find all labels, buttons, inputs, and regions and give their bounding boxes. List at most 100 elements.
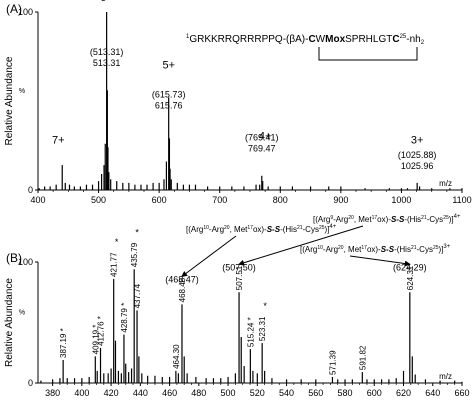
ion-superscript: 25 <box>319 225 325 231</box>
ion-superscript: 9 <box>330 215 333 221</box>
ion-superscript: 25 <box>433 245 439 251</box>
ion-superscript: 17 <box>372 215 378 221</box>
ion-superscript: 21 <box>421 215 427 221</box>
peak-mz-label: 624.31 <box>406 265 415 290</box>
disulfide-label: S-S <box>391 215 405 224</box>
sequence-superscript: 25 <box>400 34 407 40</box>
x-tick-label: 640 <box>425 388 440 398</box>
x-tick-label: 900 <box>333 195 348 205</box>
peak-star-marker: * <box>115 237 119 247</box>
y-tick-label: 100 <box>18 257 33 267</box>
ion-superscript: 20 <box>338 245 344 251</box>
x-tick-label: 620 <box>396 388 411 398</box>
ion-annotation: [(Arg9-Arg20, Met17ox)-S-S-(His21-Cys25)… <box>313 214 461 224</box>
ion-text: , Met <box>354 215 373 224</box>
sequence-text: GRKKRRQRRRPPQ-(βA)- <box>189 34 308 45</box>
disulfide-label: S-S <box>381 245 395 254</box>
ion-superscript: 20 <box>224 225 230 231</box>
peak-mz-label: 387.19 * <box>59 328 68 358</box>
charge-state-label: 4+ <box>259 131 272 143</box>
x-tick-label: 1100 <box>452 195 471 205</box>
x-tick-label: 580 <box>338 388 353 398</box>
x-tick-label: 1000 <box>391 195 411 205</box>
observed-mz-label: 769.47 <box>248 143 276 153</box>
peak-mz-label: 515.24 * <box>246 317 255 347</box>
ion-text: )] <box>325 225 330 234</box>
ion-superscript: 17 <box>361 245 367 251</box>
x-axis-title: m/z <box>439 179 452 188</box>
peptide-sequence: 1GRKKRRQRRRPPQ-(βA)-CWMoxSPRHLGTC25-nh2 <box>186 34 425 46</box>
ion-annotation: [(Arg10-Arg20, Met17ox)-S-S-(His21-Cys25… <box>300 244 451 254</box>
ion-text: ox)- <box>253 225 267 234</box>
peak-mz-label: 435.79 <box>130 242 139 267</box>
ion-text: [(Arg <box>300 245 317 254</box>
y-unit-label: % <box>19 310 25 317</box>
peak-mz-label: 428.79 * <box>120 303 129 333</box>
ion-superscript: 17 <box>247 225 253 231</box>
x-tick-label: 400 <box>74 388 89 398</box>
ion-text: ox)- <box>367 245 381 254</box>
ion-text: , Met <box>230 225 249 234</box>
x-tick-label: 560 <box>308 388 323 398</box>
y-tick-label: 100 <box>18 7 33 17</box>
y-axis-title: Relative Abundance <box>4 56 15 145</box>
ion-text: -Cys <box>427 215 443 224</box>
theoretical-mz-label: (507.50) <box>222 262 256 272</box>
disulfide-bond-bracket <box>318 47 418 61</box>
observed-mz-label: 615.76 <box>155 101 183 111</box>
theoretical-mz-label: (1025.88) <box>398 150 437 160</box>
y-unit-label: % <box>19 88 25 95</box>
ion-superscript: 20 <box>348 215 354 221</box>
ion-text: )] <box>439 245 444 254</box>
ion-annotation: [(Arg10-Arg20, Met17ox)-S-S-(His21-Cys25… <box>186 224 337 234</box>
ion-text: [(Arg <box>186 225 203 234</box>
ion-charge-superscript: 4+ <box>329 224 336 230</box>
peak-star-marker: * <box>135 227 139 237</box>
disulfide-label: S-S <box>267 225 281 234</box>
peak-mz-label: 409.19 * <box>91 325 100 355</box>
peak-mz-label: 437.74 <box>133 283 142 308</box>
x-tick-label: 660 <box>454 388 469 398</box>
x-axis-title: m/z <box>439 372 452 381</box>
ion-text: -Arg <box>333 215 348 224</box>
panel-label: (B) <box>6 251 22 265</box>
ion-text: -(His <box>394 245 411 254</box>
theoretical-mz-label: (615.73) <box>152 90 186 100</box>
theoretical-mz-label: (513.31) <box>90 47 124 57</box>
charge-state-label: 6+ <box>100 0 113 4</box>
x-tick-label: 520 <box>250 388 265 398</box>
ion-charge-superscript: 3+ <box>443 244 450 250</box>
x-tick-label: 440 <box>133 388 148 398</box>
x-tick-label: 420 <box>104 388 119 398</box>
ion-superscript: 21 <box>297 225 303 231</box>
ion-text: , Met <box>344 245 363 254</box>
ion-superscript: 10 <box>317 245 323 251</box>
peak-mz-label: 507.51 <box>235 265 244 290</box>
cysteine-bold: C <box>308 34 315 45</box>
ion-text: -(His <box>280 225 297 234</box>
theoretical-mz-label: (468.47) <box>165 274 199 284</box>
sequence-text: W <box>316 34 326 45</box>
x-tick-label: 400 <box>30 195 45 205</box>
ion-text: ox)- <box>377 215 391 224</box>
x-tick-label: 700 <box>212 195 227 205</box>
methionine-sulfoxide-bold: Mox <box>325 34 345 45</box>
x-tick-label: 600 <box>152 195 167 205</box>
x-tick-label: 480 <box>191 388 206 398</box>
sequence-text: -nh <box>406 34 420 45</box>
x-tick-label: 600 <box>367 388 382 398</box>
peak-mz-label: 523.31 <box>258 316 267 341</box>
panel-label: (A) <box>6 2 22 16</box>
peak-mz-label: 464.30 <box>172 344 181 369</box>
ion-superscript: 21 <box>411 245 417 251</box>
theoretical-mz-label: (624.29) <box>393 262 427 272</box>
peak-star-marker: * <box>263 301 267 311</box>
sequence-superscript: 1 <box>186 34 190 40</box>
annotation-arrow <box>181 235 237 277</box>
x-tick-label: 460 <box>162 388 177 398</box>
annotation-arrow <box>349 255 411 267</box>
y-tick-label: 0 <box>28 378 33 388</box>
peak-mz-label: 421.77 <box>110 252 119 277</box>
ion-text: -Arg <box>323 245 338 254</box>
